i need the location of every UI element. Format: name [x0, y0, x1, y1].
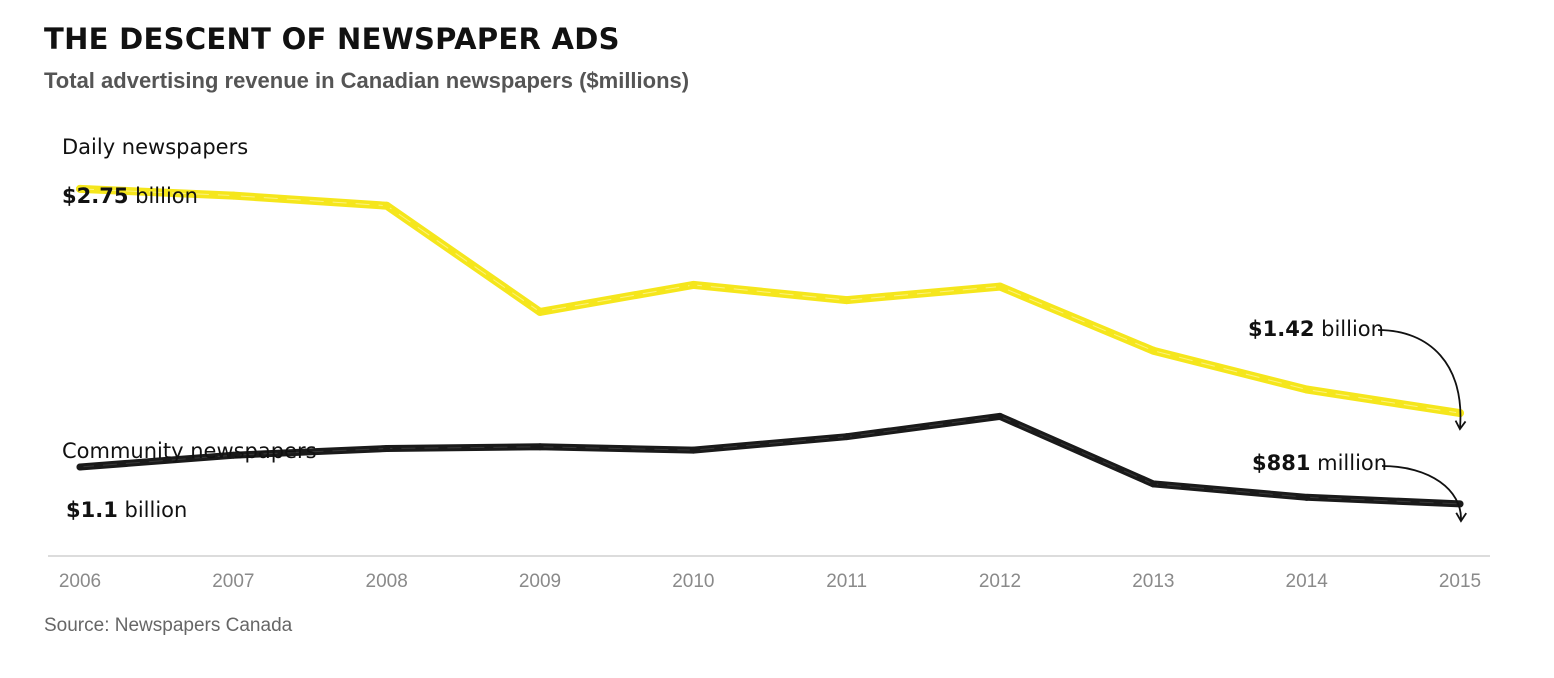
x-tick-label: 2013: [1132, 571, 1174, 592]
x-tick-label: 2007: [212, 571, 254, 592]
chart-title: THE DESCENT OF NEWSPAPER ADS: [44, 22, 620, 56]
data-point-daily-2012: [996, 282, 1004, 291]
x-tick-label: 2011: [826, 571, 867, 592]
source-note: Source: Newspapers Canada: [44, 615, 293, 636]
series-lines: [76, 184, 1464, 508]
end-label-community: $881 million: [1252, 451, 1387, 475]
start-label-daily: $2.75 billion: [62, 184, 198, 208]
data-point-community-2012: [996, 412, 1004, 420]
x-axis-ticks: 2006 2007 2008 2009 2010 2011 2012 2013 2014 2015: [59, 571, 1481, 592]
data-point-daily-2006: [76, 184, 84, 193]
series-line-daily: [76, 184, 1464, 418]
x-tick-label: 2010: [672, 571, 714, 592]
data-point-community-2008: [383, 444, 391, 452]
data-point-community-2011: [843, 433, 851, 441]
data-point-daily-2008: [382, 201, 391, 210]
x-tick-label: 2014: [1286, 571, 1329, 592]
data-point-community-2009: [536, 443, 544, 451]
data-point-daily-2014: [1302, 385, 1311, 394]
data-point-daily-2009: [536, 307, 544, 316]
data-point-daily-2013: [1149, 346, 1158, 355]
data-point-daily-2010: [689, 280, 698, 289]
data-point-community-2007: [229, 451, 237, 459]
data-point-community-2014: [1303, 493, 1311, 501]
end-label-daily: $1.42 billion: [1248, 317, 1384, 341]
data-point-community-2010: [689, 446, 697, 454]
series-line-texture: [79, 188, 1461, 414]
data-point-community-2006: [76, 463, 84, 471]
end-arrow-daily: [1377, 329, 1467, 431]
chart-subtitle: Total advertising revenue in Canadian ne…: [44, 68, 690, 93]
series-label-daily: Daily newspapers: [62, 135, 248, 159]
series-label-community: Community newspapers: [62, 439, 317, 463]
data-point-daily-2011: [842, 296, 851, 305]
data-point-community-2013: [1149, 480, 1157, 488]
x-tick-label: 2006: [59, 571, 101, 592]
start-label-community: $1.1 billion: [66, 498, 187, 522]
x-tick-label: 2012: [979, 571, 1021, 592]
x-tick-label: 2009: [519, 571, 561, 592]
data-point-daily-2007: [229, 191, 238, 200]
series-line-texture: [79, 415, 1461, 505]
x-tick-label: 2015: [1439, 571, 1481, 592]
series-points: [76, 184, 1464, 508]
x-tick-label: 2008: [366, 571, 408, 592]
end-arrow-community: [1381, 465, 1467, 523]
